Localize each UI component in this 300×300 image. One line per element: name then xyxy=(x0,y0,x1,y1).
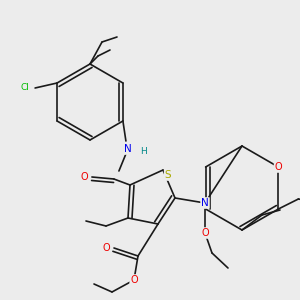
Text: O: O xyxy=(274,162,282,172)
Text: O: O xyxy=(130,275,138,285)
Text: O: O xyxy=(80,172,88,182)
Text: H: H xyxy=(140,146,147,155)
Text: O: O xyxy=(201,228,209,238)
Text: O: O xyxy=(102,243,110,253)
Text: N: N xyxy=(124,144,132,154)
Text: S: S xyxy=(165,170,171,180)
Text: Cl: Cl xyxy=(21,83,29,92)
Text: N: N xyxy=(201,198,209,208)
